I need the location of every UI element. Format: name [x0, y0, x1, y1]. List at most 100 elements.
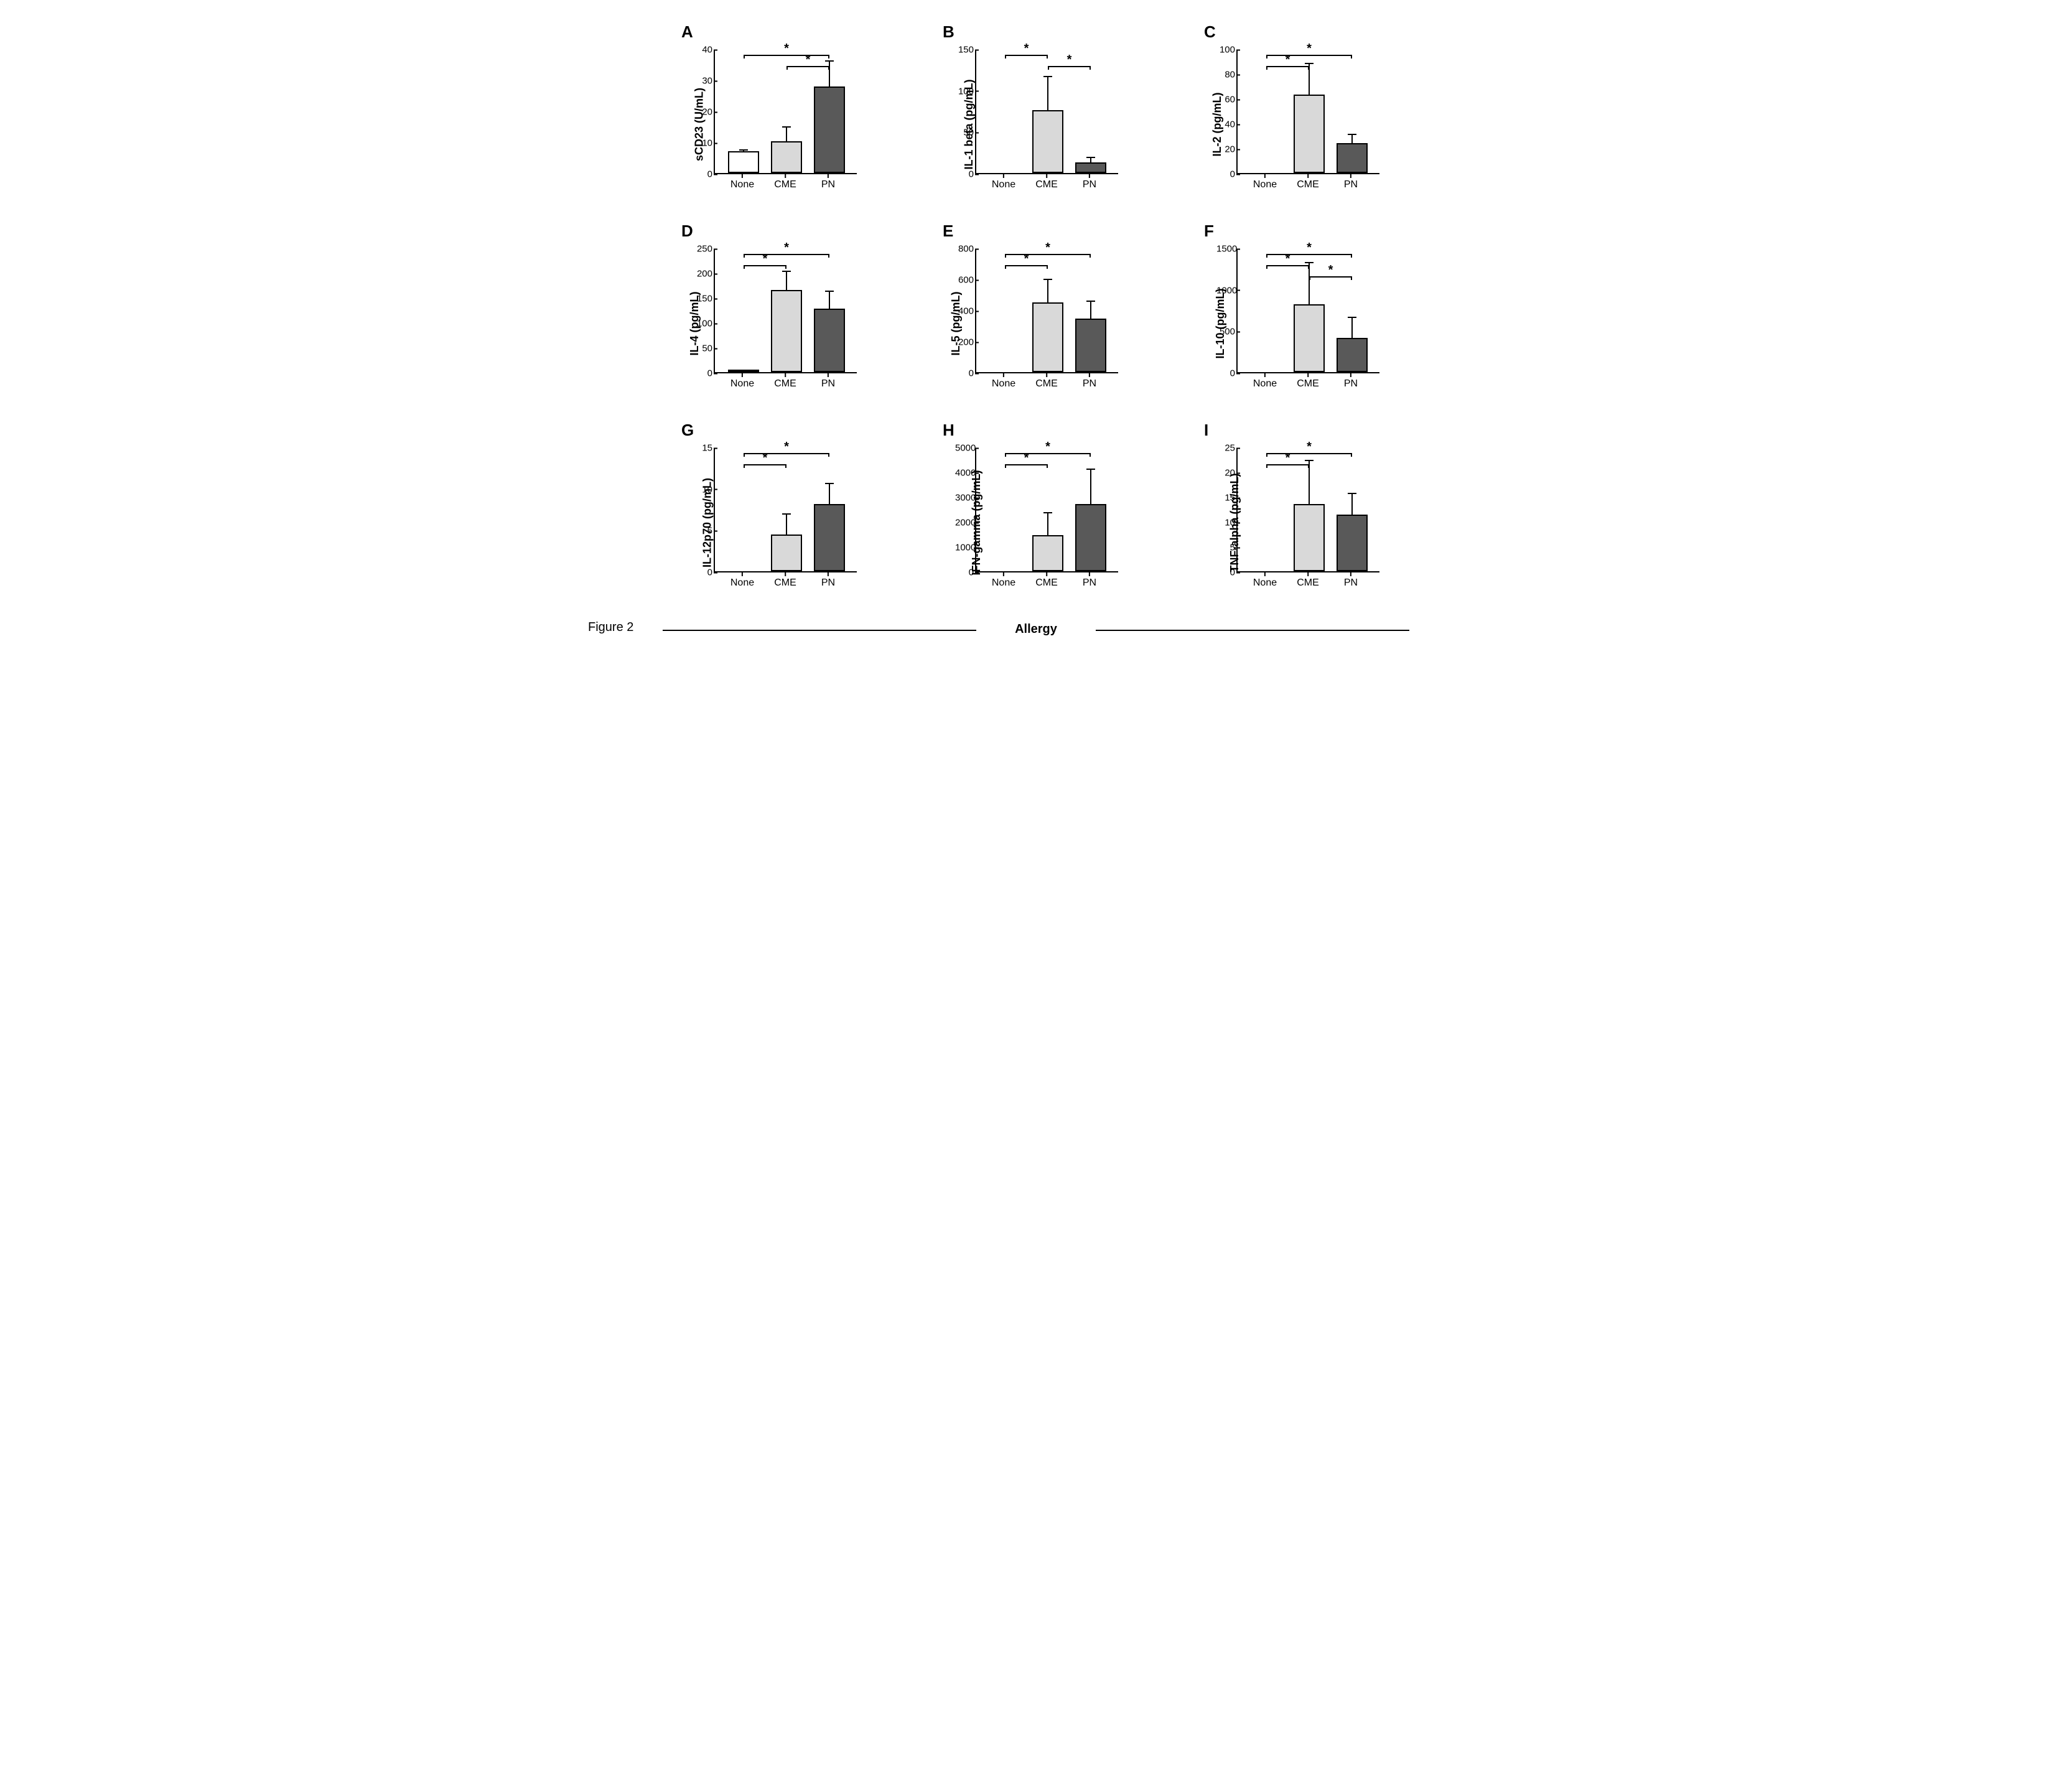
y-tick: 4000: [955, 469, 974, 478]
bar-pn: [814, 86, 846, 173]
sig-tick: [1266, 55, 1267, 58]
x-tick-mark: [1264, 373, 1266, 377]
sig-tick: [1005, 254, 1006, 258]
panel-H: H IFN-gamma (pg/mL)010002000300040005000*…: [924, 423, 1148, 604]
sig-tick: [1047, 265, 1048, 269]
error-bar: [1090, 469, 1091, 504]
sig-tick: [1309, 276, 1310, 280]
plot-area: **: [714, 249, 857, 373]
error-cap: [1305, 460, 1314, 461]
bar-pn: [1075, 504, 1107, 571]
error-bar: [786, 514, 787, 535]
x-label-none: None: [992, 577, 1015, 589]
panel-label: D: [681, 222, 693, 241]
x-label-none: None: [1253, 179, 1277, 190]
x-tick-mark: [785, 174, 786, 178]
x-label-pn: PN: [1344, 577, 1358, 589]
x-tick-mark: [1264, 174, 1266, 178]
sig-tick: [1047, 464, 1048, 468]
bar-none: [728, 151, 760, 173]
panel-label: C: [1204, 22, 1216, 42]
sig-tick: [744, 55, 745, 58]
sig-tick: [1005, 55, 1006, 58]
bar-cme: [1032, 110, 1064, 173]
panel-F: FIL-10 (pg/mL)050010001500***NoneCMEPN: [1185, 224, 1409, 404]
plot-area: ***: [1236, 249, 1379, 373]
chart-area: IL-5 (pg/mL)0200400600800**NoneCMEPN: [936, 243, 1136, 404]
x-tick-mark: [1089, 174, 1090, 178]
sig-tick: [744, 464, 745, 468]
y-tick: 1500: [1216, 245, 1235, 254]
x-labels: NoneCMEPN: [975, 378, 1118, 393]
x-tick-mark: [1307, 373, 1309, 377]
chart-area: IFN-gamma (pg/mL)010002000300040005000**…: [936, 442, 1136, 604]
y-tick: 15: [1216, 493, 1235, 503]
y-tick: 0: [955, 369, 974, 378]
y-tick: 500: [1216, 327, 1235, 337]
sig-tick: [1090, 453, 1091, 457]
bar-cme: [1294, 95, 1325, 173]
y-tick: 10: [694, 139, 712, 148]
x-label-none: None: [730, 378, 754, 390]
y-tick: 0: [694, 568, 712, 577]
sig-tick: [828, 55, 829, 58]
y-tick: 0: [1216, 568, 1235, 577]
y-tick: 50: [955, 128, 974, 138]
bar-cme: [1032, 302, 1064, 373]
x-label-cme: CME: [1297, 378, 1319, 390]
sig-tick: [1048, 66, 1049, 70]
error-cap: [1305, 262, 1314, 263]
y-tick: 5: [1216, 543, 1235, 553]
significance-star: *: [784, 42, 789, 55]
panel-label: H: [943, 421, 954, 440]
x-label-pn: PN: [1083, 577, 1096, 589]
plot-area: **: [714, 448, 857, 572]
sig-tick: [1308, 265, 1309, 269]
y-tick: 400: [955, 307, 974, 316]
plot-area: **: [1236, 448, 1379, 572]
x-labels: NoneCMEPN: [975, 179, 1118, 194]
sig-tick: [1308, 464, 1309, 468]
x-labels: NoneCMEPN: [714, 378, 857, 393]
y-tick: 800: [955, 245, 974, 254]
x-label-cme: CME: [1297, 577, 1319, 589]
chart-area: sCD23 (U/mL)010203040**NoneCMEPN: [675, 44, 874, 205]
error-cap: [1086, 469, 1095, 470]
error-cap: [739, 149, 748, 151]
significance-star: *: [1307, 441, 1312, 453]
x-tick-mark: [785, 373, 786, 377]
chart-area: IL-10 (pg/mL)050010001500***NoneCMEPN: [1198, 243, 1397, 404]
sig-tick: [1351, 453, 1352, 457]
bar-pn: [1075, 162, 1107, 173]
x-labels: NoneCMEPN: [1236, 577, 1379, 592]
y-tick: 0: [1216, 170, 1235, 179]
y-tick: 30: [694, 77, 712, 86]
y-tick: 0: [694, 369, 712, 378]
x-tick-mark: [828, 572, 829, 576]
x-label-cme: CME: [774, 577, 796, 589]
error-bar: [1047, 279, 1048, 302]
chart-area: IL-12p70 (pg/mL)051015**NoneCMEPN: [675, 442, 874, 604]
y-ticks: 0200400600800: [955, 249, 974, 373]
sig-tick: [744, 254, 745, 258]
x-label-pn: PN: [1344, 378, 1358, 390]
bar-cme: [771, 290, 803, 372]
bottom-label-wrap: Allergy: [663, 622, 1409, 647]
x-tick-mark: [1003, 174, 1004, 178]
sig-tick: [786, 66, 788, 70]
sig-tick: [1351, 254, 1352, 258]
y-tick: 20: [1216, 469, 1235, 478]
significance-star: *: [784, 441, 789, 453]
y-tick: 10: [1216, 518, 1235, 528]
x-label-pn: PN: [1344, 179, 1358, 190]
x-tick-mark: [742, 373, 743, 377]
panel-C: CIL-2 (pg/mL)020406080100**NoneCMEPN: [1185, 25, 1409, 205]
error-bar: [1351, 493, 1353, 515]
sig-tick: [1090, 254, 1091, 258]
y-tick: 2000: [955, 518, 974, 528]
bar-cme: [1294, 504, 1325, 571]
plot-area: **: [1236, 50, 1379, 174]
plot-area: **: [975, 50, 1118, 174]
panel-label: E: [943, 222, 953, 241]
figure-caption: Figure 2: [588, 620, 633, 635]
